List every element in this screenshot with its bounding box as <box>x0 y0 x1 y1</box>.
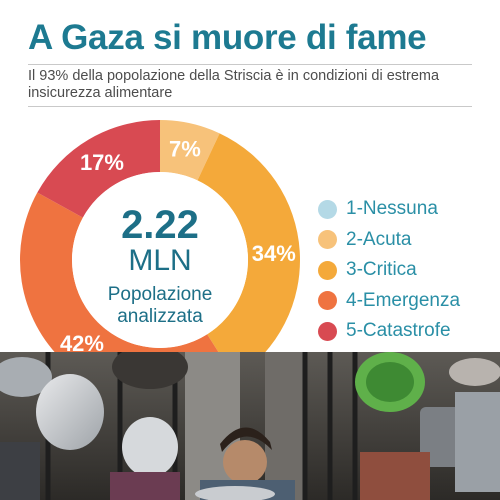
slice-label-5: 17% <box>80 150 124 175</box>
divider <box>28 64 472 65</box>
legend-swatch-5 <box>318 321 337 341</box>
legend-swatch-4 <box>318 291 337 311</box>
population-unit: MLN <box>128 244 192 277</box>
donut-slice-2 <box>160 120 220 181</box>
legend-item-4: 4-Emergenza <box>318 286 460 317</box>
donut-slice-5 <box>37 120 161 218</box>
legend-swatch-1 <box>318 199 337 219</box>
legend-label-2: 2-Acuta <box>346 228 412 250</box>
donut-slice-3 <box>197 133 300 379</box>
slice-label-3: 34% <box>252 241 296 266</box>
legend-swatch-2 <box>318 230 337 250</box>
legend-item-1: 1-Nessuna <box>318 194 460 225</box>
legend-item-5: 5-Catastrofe <box>318 316 460 347</box>
photo-children-with-pots <box>0 352 500 500</box>
page-subtitle: Il 93% della popolazione della Striscia … <box>28 68 440 101</box>
population-caption-line2: analizzata <box>117 306 203 327</box>
legend-label-3: 3-Critica <box>346 259 417 281</box>
slice-label-4: 42% <box>60 331 104 356</box>
legend-swatch-3 <box>318 260 337 280</box>
legend-label-1: 1-Nessuna <box>346 198 438 220</box>
population-value: 2.22 <box>121 203 199 247</box>
donut-slice-4 <box>19 192 236 400</box>
legend-item-3: 3-Critica <box>318 255 460 286</box>
population-caption: Popolazione analizzata <box>60 284 260 328</box>
legend-label-4: 4-Emergenza <box>346 289 461 311</box>
population-caption-line1: Popolazione <box>107 284 213 305</box>
legend-label-5: 5-Catastrofe <box>346 320 451 342</box>
slice-label-2: 7% <box>169 137 201 162</box>
divider <box>28 106 472 107</box>
legend-item-2: 2-Acuta <box>318 225 460 256</box>
chart-legend: 1-Nessuna 2-Acuta 3-Critica 4-Emergenza 5-Ca… <box>318 194 460 347</box>
page-title: A Gaza si muore di fame <box>28 18 427 57</box>
donut-hole <box>72 172 248 348</box>
